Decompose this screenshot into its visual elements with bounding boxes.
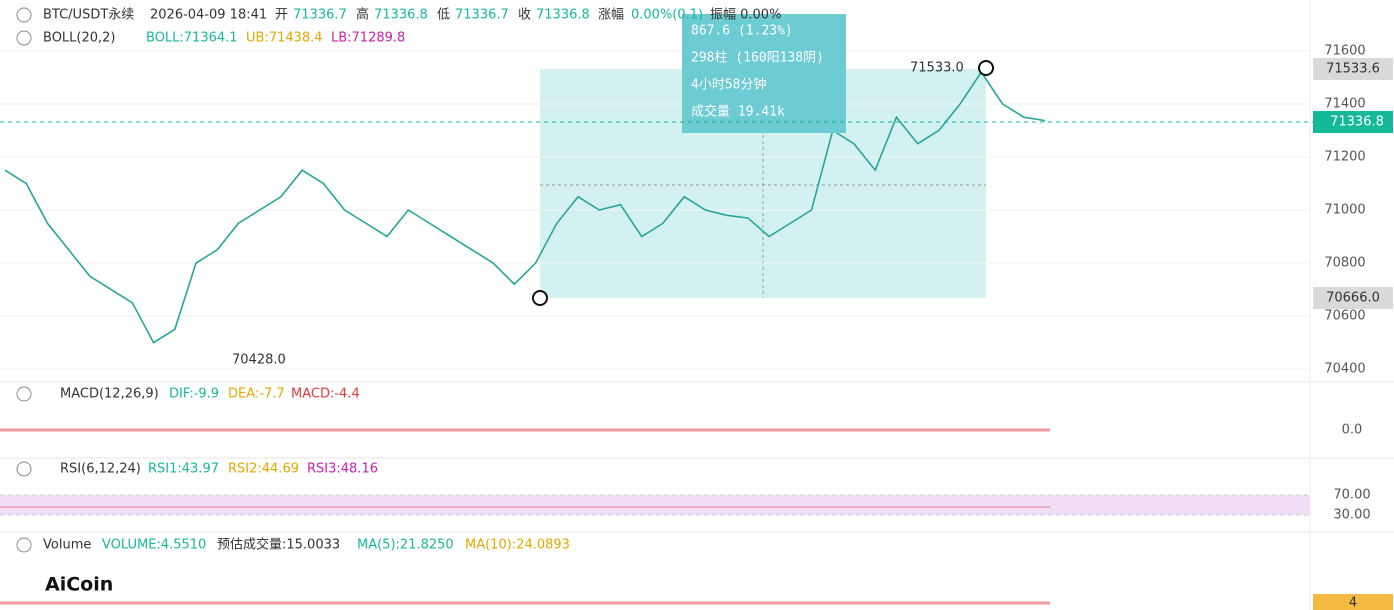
- rsi2: RSI2:44.69: [228, 462, 299, 477]
- volume-estimate: 预估成交量:15.0033: [217, 537, 340, 553]
- volume-ma5: MA(5):21.8250: [357, 538, 454, 553]
- boll-lb: LB:71289.8: [331, 31, 405, 46]
- measure-start[interactable]: [532, 290, 548, 306]
- volume-name: Volume: [43, 538, 91, 553]
- boll-name: BOLL(20,2): [43, 31, 116, 46]
- symbol: BTC/USDT永续: [43, 8, 134, 23]
- change: 0.00%(0.1): [631, 8, 703, 23]
- low-tag-text: 70666.0: [1326, 291, 1380, 306]
- measure-volume: 成交量 19.41k: [691, 104, 785, 120]
- low-tag: [1313, 287, 1393, 309]
- rsi-band: [0, 495, 1310, 515]
- price-line: [4, 70, 1046, 344]
- time: 2026-04-09 18:41: [150, 8, 267, 23]
- high-label: 高: [356, 7, 369, 23]
- rsi3: RSI3:48.16: [307, 462, 378, 477]
- low-annotation: 70428.0: [232, 353, 286, 368]
- amplitude: 振幅 0.00%: [710, 8, 781, 23]
- volume-value: VOLUME:4.5510: [102, 538, 206, 553]
- rsi1: RSI1:43.97: [148, 462, 219, 477]
- high-annotation: 71533.0: [910, 61, 964, 76]
- collapse-icon[interactable]: [16, 537, 32, 553]
- macd-axis: 0.0: [1342, 423, 1363, 438]
- change-label: 涨幅: [598, 8, 624, 23]
- rsi-lower: 30.00: [1333, 508, 1370, 523]
- macd-dea: DEA:-7.7: [228, 387, 285, 402]
- close: 71336.8: [536, 8, 590, 23]
- y-tick-label: 71200: [1324, 149, 1365, 164]
- y-tick-label: 70400: [1324, 362, 1365, 377]
- low: 71336.7: [455, 8, 509, 23]
- open-label: 开: [275, 8, 288, 23]
- measure-bars: 298柱 (160阳138阴): [691, 51, 824, 66]
- y-tick-label: 71000: [1324, 203, 1365, 218]
- collapse-icon[interactable]: [16, 30, 32, 46]
- rsi-upper: 70.00: [1333, 488, 1370, 503]
- low-label: 低: [437, 8, 450, 23]
- boll-mid: BOLL:71364.1: [146, 31, 238, 46]
- collapse-icon[interactable]: [16, 7, 32, 23]
- close-label: 收: [518, 8, 531, 23]
- high-tag-text: 71533.6: [1326, 62, 1380, 77]
- rsi-name: RSI(6,12,24): [60, 462, 141, 477]
- volume-axis: 4: [1349, 596, 1357, 610]
- measure-tooltip: [682, 14, 846, 133]
- measure-range: 867.6 (1.23%): [691, 24, 793, 39]
- y-tick-label: 70600: [1324, 309, 1365, 324]
- y-tick-label: 71600: [1324, 43, 1365, 58]
- logo: AiCoin: [45, 574, 113, 596]
- macd-dif: DIF:-9.9: [169, 387, 219, 402]
- y-tick-label: 71400: [1324, 96, 1365, 111]
- volume-tag: [1313, 594, 1393, 610]
- y-tick-label: 70800: [1324, 256, 1365, 271]
- high: 71336.8: [374, 8, 428, 23]
- collapse-icon[interactable]: [16, 461, 32, 477]
- macd-value: MACD:-4.4: [291, 387, 360, 402]
- high-tag: [1313, 58, 1393, 80]
- open: 71336.7: [293, 8, 347, 23]
- last-tag: [1313, 111, 1393, 133]
- boll-ub: UB:71438.4: [246, 31, 323, 46]
- measure-duration: 4小时58分钟: [691, 77, 766, 93]
- measure-end[interactable]: [978, 60, 994, 76]
- macd-name: MACD(12,26,9): [60, 387, 159, 402]
- last-tag-text: 71336.8: [1330, 115, 1384, 130]
- volume-ma10: MA(10):24.0893: [465, 538, 570, 553]
- collapse-icon[interactable]: [16, 386, 32, 402]
